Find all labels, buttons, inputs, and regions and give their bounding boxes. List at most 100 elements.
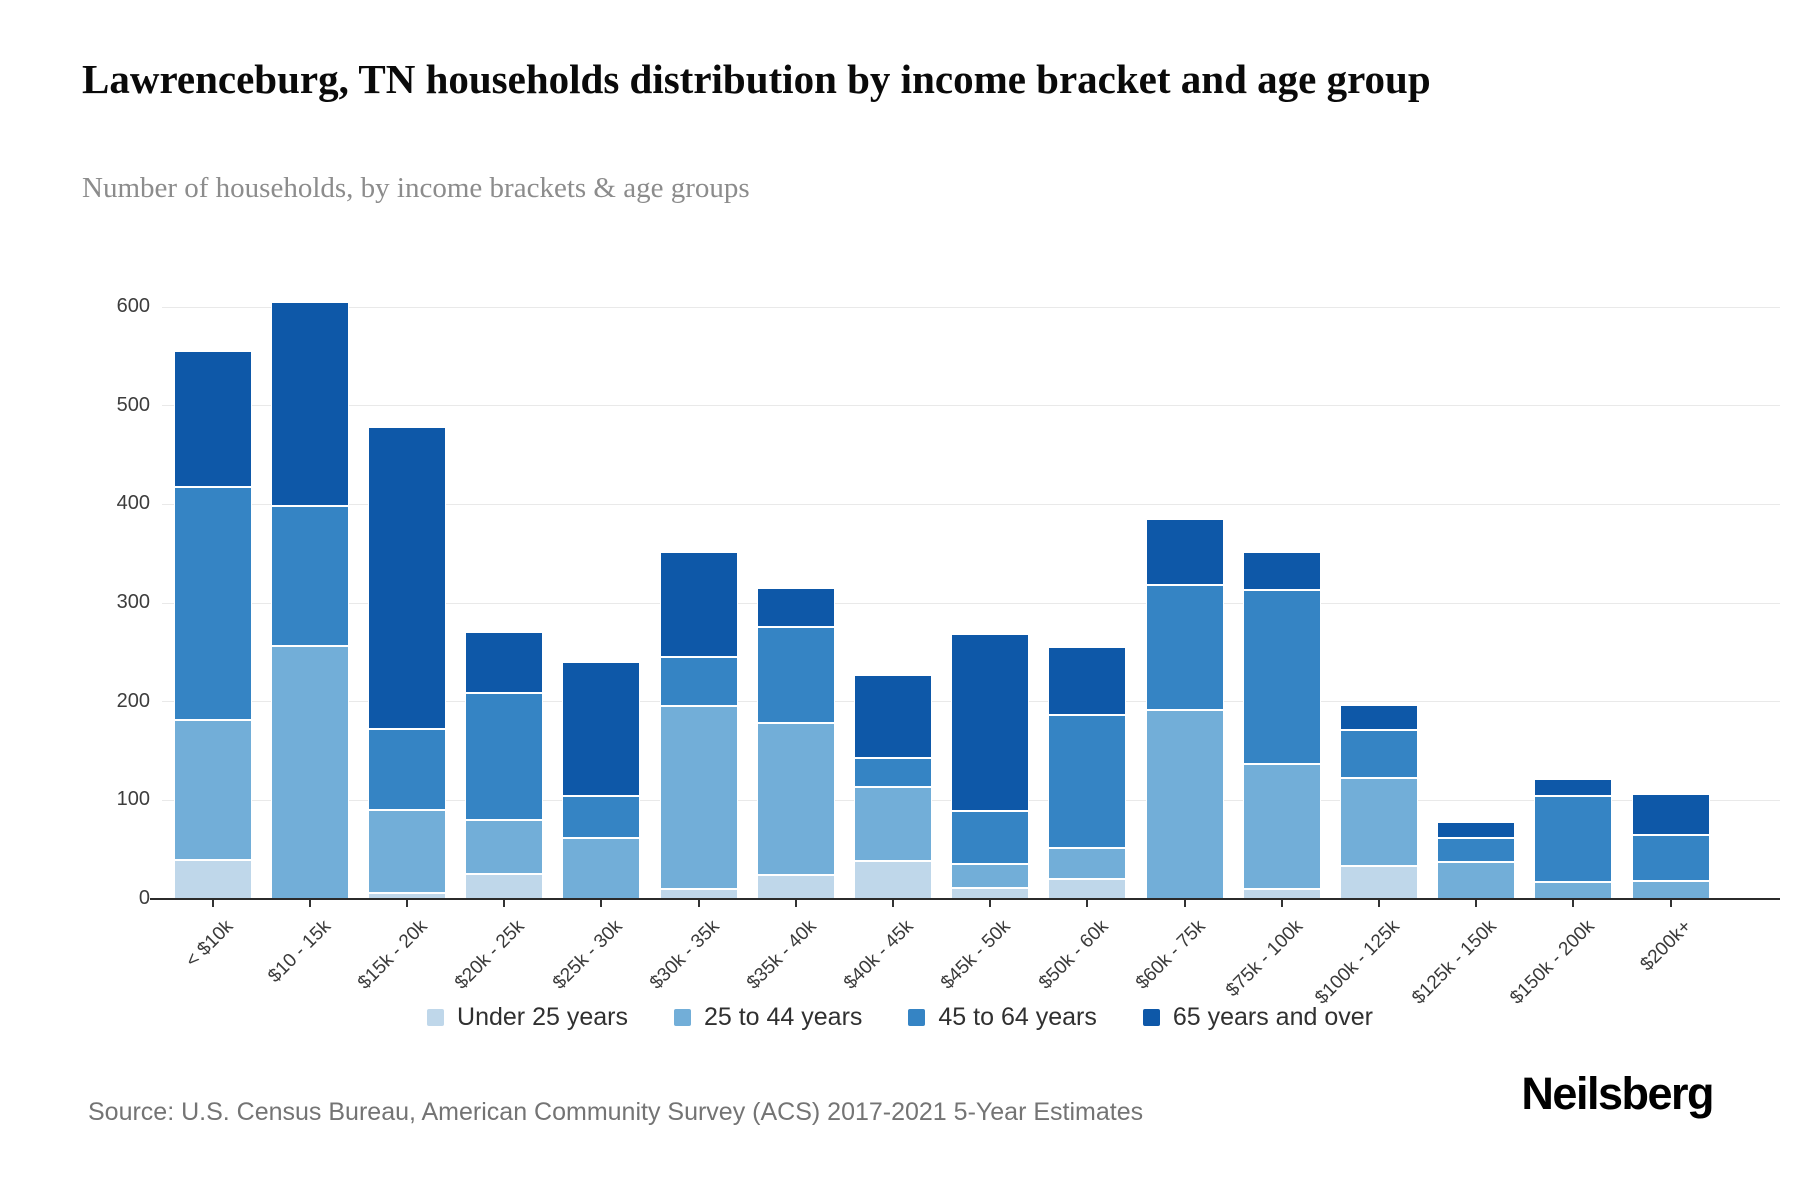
bar-segment-45-to-64-years[interactable] [465,692,544,821]
x-axis-tick [308,900,311,907]
bar-segment-45-to-64-years[interactable] [1534,796,1613,883]
bar-segment-under-25-years[interactable] [173,859,252,899]
x-axis-tick [989,900,992,907]
bar-segment-25-to-44-years[interactable] [659,705,738,890]
bar-segment-45-to-64-years[interactable] [562,796,641,838]
bar-segment-65-years-and-over[interactable] [1340,704,1418,731]
bar-segment-65-years-and-over[interactable] [1145,519,1224,586]
bar-segment-65-years-and-over[interactable] [1242,551,1321,591]
legend-item-45-to-64-years[interactable]: 45 to 64 years [908,1003,1097,1032]
legend-label: 45 to 64 years [938,1003,1097,1031]
x-axis-line [150,898,1780,900]
bar-segment-under-25-years[interactable] [1048,879,1127,899]
bar-$60k - 75k [1145,519,1224,899]
legend-label: 65 years and over [1172,1003,1373,1031]
bar-segment-25-to-44-years[interactable] [756,723,835,876]
bar-segment-65-years-and-over[interactable] [951,633,1030,812]
bar-segment-65-years-and-over[interactable] [368,427,446,730]
bar-segment-65-years-and-over[interactable] [562,662,641,797]
x-axis-label: $25k - 30k [548,916,627,994]
bar-segment-65-years-and-over[interactable] [756,588,835,627]
legend-label: Under 25 years [457,1003,628,1031]
bar-segment-65-years-and-over[interactable] [173,351,252,487]
bar-segment-under-25-years[interactable] [1340,866,1418,899]
x-axis-tick [503,900,506,907]
bar-segment-65-years-and-over[interactable] [659,551,738,658]
bar-segment-25-to-44-years[interactable] [270,646,349,899]
bar-$75k - 100k [1242,551,1321,899]
x-axis-label: $30k - 35k [645,916,724,994]
bar-segment-45-to-64-years[interactable] [1145,585,1224,710]
chart-legend: Under 25 years 25 to 44 years 45 to 64 y… [0,1003,1800,1032]
bar-segment-65-years-and-over[interactable] [1631,794,1710,835]
bar-segment-45-to-64-years[interactable] [270,506,349,647]
bar-segment-65-years-and-over[interactable] [1534,778,1613,797]
x-axis-tick [1183,900,1186,907]
page-title: Lawrenceburg, TN households distribution… [82,56,1431,102]
bar-segment-25-to-44-years[interactable] [1340,777,1418,867]
bar-segment-under-25-years[interactable] [756,875,835,899]
bar-segment-25-to-44-years[interactable] [562,837,641,899]
bar-segment-65-years-and-over[interactable] [465,631,544,693]
bar-segment-under-25-years[interactable] [854,860,932,899]
bar-segment-45-to-64-years[interactable] [1340,730,1418,778]
y-axis-label-300: 300 [116,591,150,613]
bar-$15k - 20k [368,427,446,899]
legend-item-65-years-and-over[interactable]: 65 years and over [1142,1003,1373,1032]
bar-segment-65-years-and-over[interactable] [1048,647,1127,715]
x-axis-label: $15k - 20k [354,916,432,994]
bar-segment-65-years-and-over[interactable] [854,675,932,758]
bar-segment-45-to-64-years[interactable] [1631,834,1710,882]
neilsberg-logo: Neilsberg [1521,1068,1714,1119]
bar-segment-25-to-44-years[interactable] [173,720,252,860]
bar-segment-25-to-44-years[interactable] [465,820,544,875]
bar-segment-25-to-44-years[interactable] [1242,763,1321,890]
x-axis-label: < $10k [181,916,238,972]
legend-label: 25 to 44 years [703,1003,863,1031]
x-axis-label: $10 - 15k [263,916,335,987]
bar-segment-25-to-44-years[interactable] [1048,847,1127,880]
bar-segment-25-to-44-years[interactable] [1145,709,1224,899]
bar-segment-25-to-44-years[interactable] [951,863,1030,889]
x-axis-tick [697,900,700,907]
bar-segment-25-to-44-years[interactable] [1437,861,1516,899]
bar-segment-25-to-44-years[interactable] [1631,881,1710,899]
x-axis-label: $40k - 45k [840,916,918,994]
bar-segment-45-to-64-years[interactable] [854,757,932,787]
bar-segment-45-to-64-years[interactable] [1242,590,1321,764]
legend-item-under-25-years[interactable]: Under 25 years [427,1003,628,1032]
bar-$200k+ [1631,794,1710,899]
y-axis-label-400: 400 [116,492,150,515]
x-axis-tick [1378,900,1380,907]
legend-swatch-25-to-44-years [673,1009,691,1026]
bar-segment-45-to-64-years[interactable] [756,626,835,724]
x-axis-label: $125k - 150k [1408,916,1502,1009]
gridline-300 [162,602,1780,604]
bar-$10 - 15k [270,302,349,899]
bar-segment-45-to-64-years[interactable] [173,486,252,721]
bar-segment-45-to-64-years[interactable] [1048,714,1127,848]
bar-segment-65-years-and-over[interactable] [1437,822,1516,838]
bar-segment-45-to-64-years[interactable] [368,729,446,811]
bar-segment-45-to-64-years[interactable] [951,811,1030,864]
bar-segment-45-to-64-years[interactable] [659,657,738,706]
y-axis-label-600: 600 [116,295,150,317]
legend-item-25-to-44-years[interactable]: 25 to 44 years [673,1003,863,1032]
bar-segment-65-years-and-over[interactable] [270,302,349,507]
bar-segment-25-to-44-years[interactable] [854,786,932,861]
legend-swatch-65-years-and-over [1142,1009,1160,1026]
bar-$25k - 30k [562,662,641,899]
bar-$45k - 50k [951,633,1030,899]
x-axis-tick [892,900,894,907]
x-axis-label: $50k - 60k [1034,916,1113,994]
y-axis-label-200: 200 [116,689,150,712]
bar-segment-25-to-44-years[interactable] [368,810,446,894]
bar-$20k - 25k [465,631,544,899]
bar-segment-under-25-years[interactable] [465,874,544,899]
bar-segment-45-to-64-years[interactable] [1437,837,1516,862]
y-axis-label-500: 500 [116,393,150,416]
bar-$50k - 60k [1048,647,1127,899]
bar-segment-25-to-44-years[interactable] [1534,882,1613,899]
